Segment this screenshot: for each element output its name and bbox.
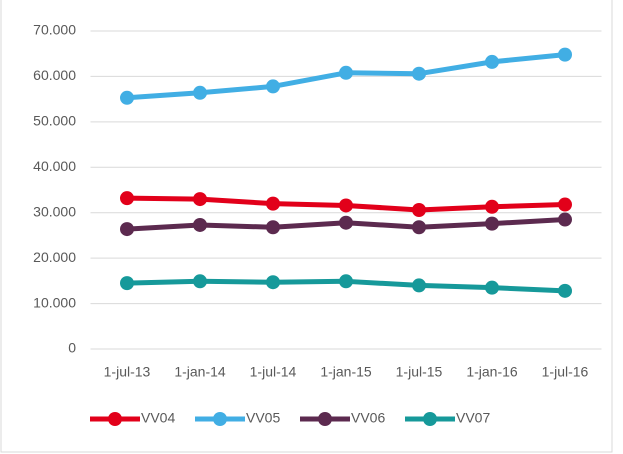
y-tick-label: 40.000 [33, 158, 76, 174]
data-point [412, 202, 426, 217]
data-point [485, 280, 499, 295]
data-point [266, 196, 280, 211]
y-tick-label: 50.000 [33, 113, 76, 129]
data-point [558, 47, 572, 62]
data-point [339, 274, 353, 289]
legend-label: VV07 [456, 410, 490, 426]
data-point [339, 215, 353, 230]
y-tick-label: 10.000 [33, 294, 76, 310]
legend-marker [108, 412, 122, 426]
data-point [412, 220, 426, 235]
data-point [193, 192, 207, 207]
data-point [485, 54, 499, 69]
x-tick-label: 1-jul-13 [104, 364, 151, 380]
legend-marker [318, 412, 332, 426]
y-tick-label: 60.000 [33, 67, 76, 83]
data-point [266, 220, 280, 235]
data-point [558, 197, 572, 212]
x-tick-label: 1-jan-16 [466, 364, 518, 380]
data-point [339, 198, 353, 213]
legend-label: VV04 [141, 410, 175, 426]
data-point [339, 65, 353, 80]
data-point [412, 278, 426, 293]
data-point [558, 212, 572, 227]
data-point [120, 191, 134, 206]
data-point [120, 222, 134, 237]
data-point [485, 199, 499, 214]
data-point [193, 274, 207, 289]
data-point [120, 276, 134, 291]
data-point [193, 217, 207, 232]
legend-marker [213, 412, 227, 426]
data-point [266, 275, 280, 290]
y-tick-label: 70.000 [33, 22, 76, 38]
legend-label: VV05 [246, 410, 280, 426]
y-tick-label: 30.000 [33, 203, 76, 219]
y-tick-label: 0 [68, 340, 76, 356]
data-point [120, 90, 134, 105]
x-tick-label: 1-jan-15 [320, 364, 372, 380]
data-point [193, 85, 207, 100]
x-tick-label: 1-jul-15 [396, 364, 443, 380]
y-tick-label: 20.000 [33, 249, 76, 265]
data-point [558, 283, 572, 298]
legend-marker [423, 412, 437, 426]
data-point [412, 66, 426, 81]
data-point [266, 79, 280, 94]
x-tick-label: 1-jul-14 [250, 364, 297, 380]
data-point [485, 216, 499, 231]
x-tick-label: 1-jan-14 [174, 364, 226, 380]
legend-label: VV06 [351, 410, 385, 426]
x-tick-label: 1-jul-16 [542, 364, 589, 380]
